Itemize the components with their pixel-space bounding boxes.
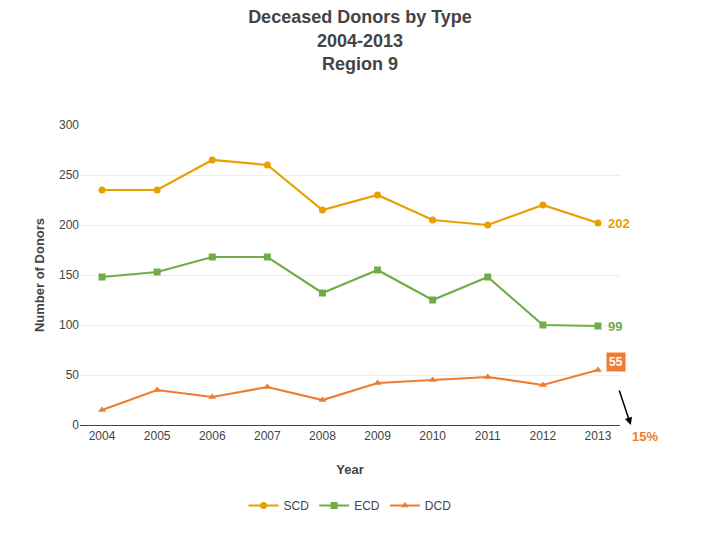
svg-text:Number of Donors: Number of Donors [32, 218, 47, 332]
svg-text:2005: 2005 [144, 429, 171, 443]
svg-text:15%: 15% [632, 429, 658, 444]
svg-text:Year: Year [336, 462, 363, 477]
svg-text:250: 250 [59, 168, 79, 182]
svg-text:Deceased Donors by Type2004-20: Deceased Donors by Type2004-2013Region 9 [248, 7, 472, 74]
svg-text:300: 300 [59, 118, 79, 132]
svg-text:2010: 2010 [419, 429, 446, 443]
svg-text:202: 202 [608, 216, 630, 231]
svg-text:2011: 2011 [475, 429, 501, 443]
svg-text:2006: 2006 [199, 429, 226, 443]
svg-text:2007: 2007 [254, 429, 281, 443]
svg-text:2004: 2004 [89, 429, 116, 443]
svg-text:2008: 2008 [309, 429, 336, 443]
svg-text:2009: 2009 [364, 429, 391, 443]
svg-text:100: 100 [59, 318, 79, 332]
svg-text:SCD: SCD [284, 499, 310, 513]
svg-text:DCD: DCD [425, 499, 451, 513]
svg-text:2013: 2013 [585, 429, 612, 443]
svg-text:99: 99 [608, 319, 622, 334]
svg-text:55: 55 [609, 355, 623, 369]
svg-text:50: 50 [66, 368, 80, 382]
svg-text:ECD: ECD [354, 499, 380, 513]
svg-text:150: 150 [59, 268, 79, 282]
svg-text:0: 0 [72, 418, 79, 432]
svg-text:200: 200 [59, 218, 79, 232]
svg-text:2012: 2012 [530, 429, 557, 443]
